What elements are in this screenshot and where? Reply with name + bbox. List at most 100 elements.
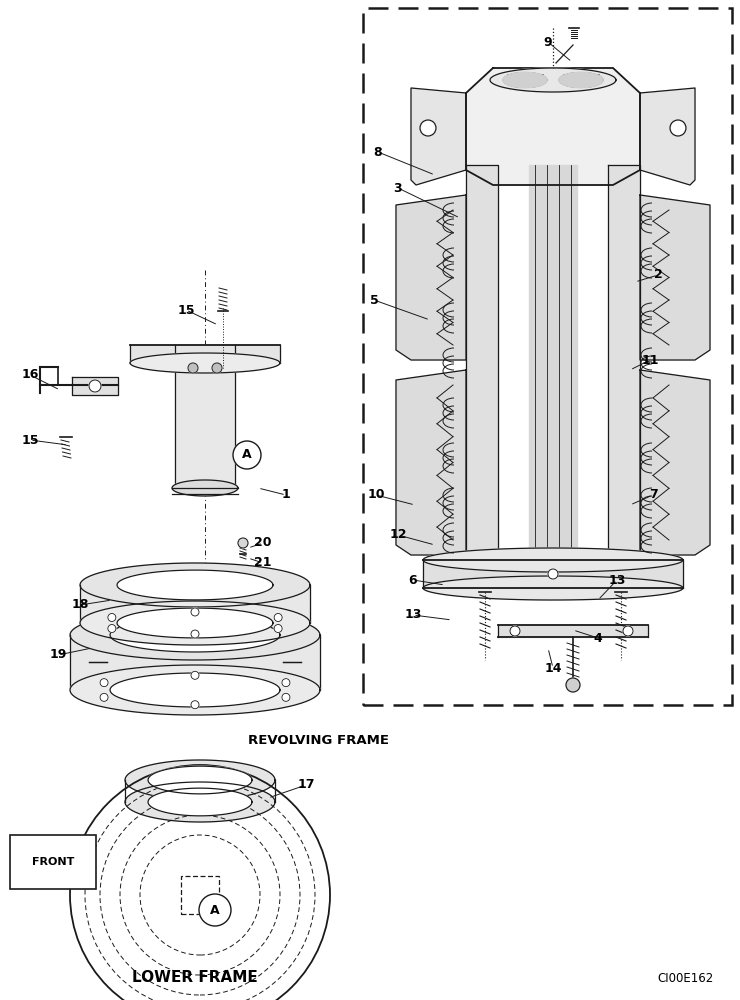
Polygon shape: [518, 78, 532, 82]
Circle shape: [623, 626, 633, 636]
Text: FRONT: FRONT: [32, 857, 74, 867]
Polygon shape: [541, 165, 553, 565]
Text: 6: 6: [408, 574, 417, 586]
Polygon shape: [396, 370, 466, 555]
Polygon shape: [117, 570, 273, 600]
Polygon shape: [423, 548, 683, 572]
Polygon shape: [503, 72, 547, 88]
Polygon shape: [640, 195, 710, 360]
Bar: [181, 876, 219, 914]
Text: 12: 12: [389, 528, 407, 542]
Polygon shape: [172, 480, 238, 496]
Polygon shape: [110, 618, 280, 652]
Circle shape: [191, 608, 199, 616]
Circle shape: [233, 441, 261, 469]
Polygon shape: [640, 88, 695, 185]
Polygon shape: [553, 165, 565, 565]
Polygon shape: [70, 665, 320, 715]
Text: 2: 2: [653, 268, 662, 282]
Polygon shape: [411, 88, 466, 185]
Polygon shape: [70, 635, 320, 690]
Polygon shape: [80, 601, 310, 645]
Circle shape: [548, 569, 558, 579]
Polygon shape: [148, 788, 252, 816]
Text: 5: 5: [369, 294, 378, 306]
Polygon shape: [148, 766, 252, 794]
Circle shape: [188, 363, 198, 373]
Text: 1: 1: [282, 488, 290, 502]
Text: CI00E162: CI00E162: [657, 972, 713, 984]
Polygon shape: [529, 165, 541, 565]
Text: 19: 19: [50, 648, 67, 662]
Polygon shape: [565, 165, 577, 565]
Circle shape: [108, 625, 116, 633]
Circle shape: [100, 679, 108, 687]
Circle shape: [191, 671, 199, 679]
Circle shape: [89, 380, 101, 392]
Polygon shape: [559, 72, 603, 88]
Text: 8: 8: [374, 145, 383, 158]
Text: A: A: [210, 904, 220, 916]
Polygon shape: [80, 563, 310, 607]
Polygon shape: [569, 76, 593, 84]
Polygon shape: [508, 74, 542, 86]
Circle shape: [282, 693, 290, 701]
Circle shape: [191, 630, 199, 638]
Circle shape: [282, 679, 290, 687]
Polygon shape: [490, 68, 616, 92]
Circle shape: [100, 693, 108, 701]
Text: 11: 11: [642, 354, 659, 366]
Polygon shape: [130, 345, 280, 363]
Polygon shape: [574, 78, 588, 82]
Text: 17: 17: [297, 778, 314, 792]
Polygon shape: [80, 585, 310, 623]
Circle shape: [191, 701, 199, 709]
Polygon shape: [175, 345, 235, 490]
Polygon shape: [125, 782, 275, 822]
Polygon shape: [110, 673, 280, 707]
Polygon shape: [608, 165, 640, 565]
Circle shape: [670, 120, 686, 136]
Polygon shape: [498, 625, 648, 637]
Circle shape: [566, 678, 580, 692]
Polygon shape: [513, 76, 537, 84]
Text: 21: 21: [255, 556, 272, 570]
Polygon shape: [564, 74, 598, 86]
Polygon shape: [423, 560, 683, 588]
Polygon shape: [466, 68, 640, 185]
Circle shape: [420, 120, 436, 136]
Text: 7: 7: [649, 488, 657, 502]
Text: REVOLVING FRAME: REVOLVING FRAME: [247, 734, 388, 746]
Polygon shape: [423, 576, 683, 600]
Text: 10: 10: [367, 488, 385, 502]
Text: 13: 13: [404, 608, 422, 621]
Text: 14: 14: [544, 662, 562, 674]
Text: 4: 4: [593, 632, 602, 645]
Text: 9: 9: [544, 35, 552, 48]
Circle shape: [510, 626, 520, 636]
Polygon shape: [130, 353, 280, 373]
Circle shape: [212, 363, 222, 373]
Bar: [363, 8, 732, 705]
Circle shape: [274, 613, 282, 621]
Polygon shape: [396, 195, 466, 360]
Text: LOWER FRAME: LOWER FRAME: [132, 970, 258, 986]
Text: 13: 13: [608, 574, 626, 586]
Polygon shape: [640, 370, 710, 555]
Circle shape: [274, 625, 282, 633]
Polygon shape: [117, 608, 273, 638]
Circle shape: [238, 538, 248, 548]
Circle shape: [108, 613, 116, 621]
Text: 18: 18: [71, 598, 89, 611]
Polygon shape: [125, 760, 275, 800]
Text: A: A: [242, 448, 252, 462]
Text: 3: 3: [394, 182, 403, 194]
Text: 15: 15: [21, 434, 38, 446]
Polygon shape: [466, 165, 498, 565]
Text: 15: 15: [178, 304, 195, 316]
Polygon shape: [72, 377, 118, 395]
Polygon shape: [70, 610, 320, 660]
Text: 16: 16: [21, 368, 38, 381]
Text: 20: 20: [255, 536, 272, 550]
Circle shape: [199, 894, 231, 926]
